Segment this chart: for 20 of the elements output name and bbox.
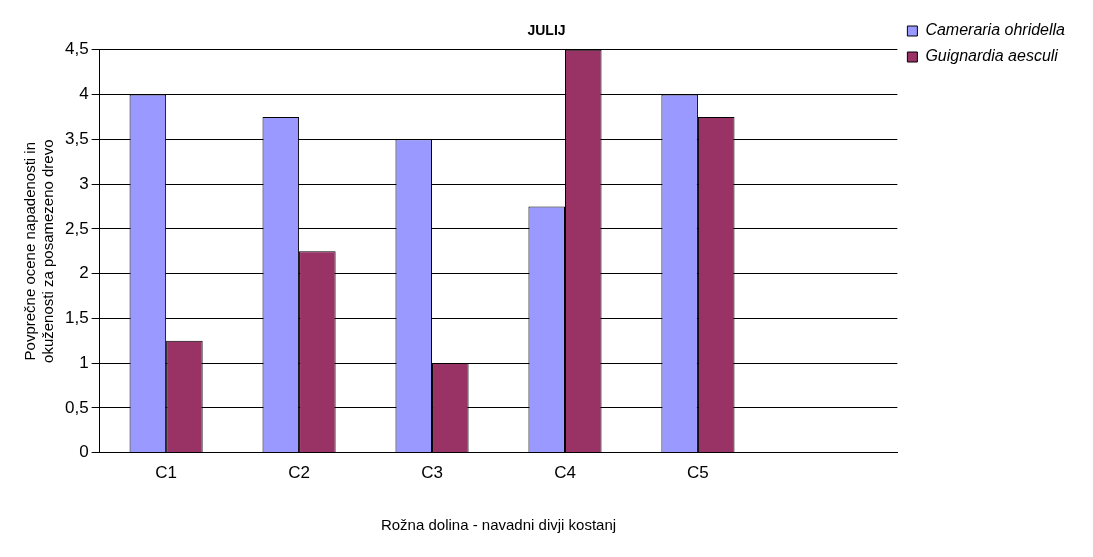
x-tick-label: C2 bbox=[288, 463, 310, 483]
y-tick-label: 4 bbox=[79, 84, 89, 104]
x-tick-label: C1 bbox=[155, 463, 177, 483]
y-tick-label: 3,5 bbox=[64, 129, 89, 148]
legend-label: Cameraria ohridella bbox=[925, 21, 1066, 39]
y-tick-label: 3 bbox=[79, 173, 89, 193]
y-axis-title: Povprečne ocene napadenosti in okuženosti za posamezeno drevo bbox=[21, 139, 57, 363]
x-tick-label: C4 bbox=[554, 463, 576, 483]
x-tick-label: C5 bbox=[687, 463, 709, 483]
chart-title: JULIJ bbox=[527, 22, 566, 39]
y-tick-label: 0,5 bbox=[64, 397, 89, 417]
y-tick-label: 1,5 bbox=[64, 308, 89, 328]
x-axis-title: Rožna dolina - navadni divji kostanj bbox=[380, 516, 617, 534]
y-tick-label: 0 bbox=[79, 442, 89, 462]
y-tick-label: 1 bbox=[79, 352, 89, 372]
y-tick-label: 4,5 bbox=[64, 39, 89, 59]
y-tick-label: 2,5 bbox=[64, 218, 89, 238]
y-tick-label: 2 bbox=[79, 263, 89, 283]
legend-label: Guignardia aesculi bbox=[925, 47, 1059, 65]
x-tick-label: C3 bbox=[421, 463, 443, 483]
